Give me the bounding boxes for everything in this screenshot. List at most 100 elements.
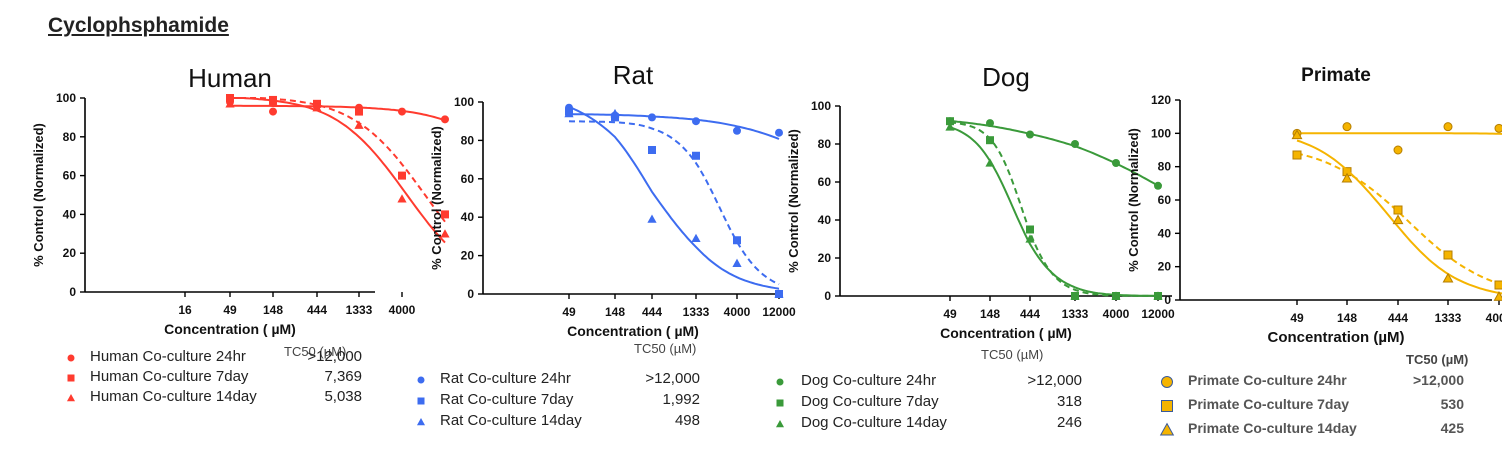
human-x-axis-label: Concentration ( µM) [164, 321, 296, 337]
dog-series-circle-curve [949, 119, 1159, 187]
dog-data-point [945, 122, 955, 131]
rat-legend-tc50-value: >12,000 [645, 370, 700, 387]
primate-x-tick-label: 148 [1337, 311, 1357, 325]
rat-chart: Rat 0 20 40 60 80 100 49 148 444 1333 4000 12000 Conc… [429, 60, 796, 339]
rat-x-tick-label: 148 [605, 305, 625, 319]
dog-data-point [1111, 291, 1121, 300]
dog-data-point [1026, 225, 1034, 234]
primate-y-axis-label: % Control (Normalized) [1126, 128, 1141, 272]
rat-data-point [692, 151, 700, 160]
rat-data-point [691, 233, 701, 242]
rat-data-point [648, 146, 656, 154]
human-legend-label: Human Co-culture 7day [90, 368, 249, 385]
dog-chart-title: Dog [982, 62, 1030, 92]
primate-x-tick-label: 49 [1290, 311, 1304, 325]
primate-data-point [1393, 205, 1403, 215]
rat-y-tick-label: 80 [461, 133, 475, 147]
legend-marker-circle [1161, 376, 1173, 388]
rat-x-tick-label: 444 [642, 305, 662, 319]
rat-series-triangle-curve [568, 105, 780, 290]
rat-y-tick-label: 20 [461, 249, 475, 263]
human-series-circle-curve [230, 104, 446, 122]
human-data-point [440, 210, 449, 219]
primate-y-tick-label: 20 [1158, 260, 1172, 274]
primate-chart: Primate 0 20 40 60 80 100 120 49 148 444 1333 4000 12… [1126, 65, 1502, 346]
rat-series-circle-curve [568, 113, 780, 140]
primate-x-tick-label: 4000 [1486, 311, 1502, 325]
rat-y-tick-label: 60 [461, 172, 475, 186]
dog-data-point [985, 158, 995, 167]
human-tc50-header: TC50 (µM) [284, 344, 347, 359]
primate-legend-marker [1159, 422, 1175, 436]
dog-legend-marker [776, 399, 784, 407]
rat-y-tick-label: 40 [461, 210, 475, 224]
dog-data-point [986, 119, 994, 128]
primate-data-point [1292, 150, 1302, 160]
primate-chart-title: Primate [1301, 65, 1371, 86]
dog-y-tick-label: 40 [818, 213, 832, 227]
human-x-tick-label: 1333 [346, 303, 373, 317]
legend-marker-triangle [66, 393, 76, 402]
dog-x-tick-label: 12000 [1141, 307, 1175, 321]
dog-x-tick-label: 4000 [1103, 307, 1130, 321]
dog-series-triangle-curve [949, 126, 1159, 297]
primate-legend-marker [1161, 376, 1173, 388]
dog-data-point [946, 117, 954, 126]
legend-marker-circle [417, 376, 425, 384]
dog-data-point [1026, 130, 1034, 139]
human-legend-label: Human Co-culture 24hr [90, 348, 246, 365]
rat-x-tick-label: 1333 [683, 305, 710, 319]
dog-y-tick-label: 0 [824, 289, 831, 303]
rat-y-tick-label: 100 [454, 95, 474, 109]
dog-data-point [1070, 291, 1080, 300]
human-legend-tc50-value: >12,000 [307, 348, 362, 365]
rat-data-point [648, 113, 656, 122]
human-chart: Human 0 20 40 60 80 100 16 49 148 444 1333 4000 Conce… [31, 63, 450, 337]
primate-data-point [1392, 214, 1404, 225]
legend-marker-square [776, 399, 784, 407]
rat-legend-tc50-value: 498 [674, 412, 700, 429]
rat-legend-tc50-value: 1,992 [662, 391, 700, 408]
dog-tc50-header: TC50 (µM) [981, 347, 1044, 362]
primate-y-tick-label: 40 [1158, 226, 1172, 240]
human-y-tick-label: 20 [63, 246, 77, 260]
human-data-point [268, 97, 278, 106]
human-y-tick-label: 40 [63, 207, 77, 221]
primate-data-point [1342, 122, 1352, 132]
primate-y-tick-label: 0 [1164, 293, 1171, 307]
primate-data-point [1442, 272, 1454, 283]
primate-series-square-curve [1296, 152, 1502, 286]
primate-data-point [1493, 291, 1502, 301]
rat-data-point [692, 117, 700, 126]
human-data-point [355, 107, 363, 116]
primate-legend-marker [1161, 400, 1173, 412]
dog-legend-tc50-value: >12,000 [1027, 372, 1082, 389]
human-legend-marker [67, 354, 75, 362]
human-series-square-curve [230, 97, 446, 223]
rat-data-point [775, 128, 783, 137]
primate-data-point [1494, 280, 1502, 290]
rat-x-tick-label: 4000 [724, 305, 751, 319]
legend-marker-triangle [1159, 422, 1175, 436]
human-legend-tc50-value: 5,038 [324, 388, 362, 405]
human-legend-marker [66, 393, 76, 402]
primate-y-tick-label: 120 [1151, 93, 1171, 107]
legend-marker-circle [776, 378, 784, 386]
human-x-tick-label: 49 [223, 303, 237, 317]
legend-marker-triangle [775, 419, 785, 428]
rat-data-point [647, 214, 657, 223]
human-legend-marker [67, 374, 75, 382]
rat-series-square-curve [568, 120, 780, 286]
primate-legend-tc50-value: >12,000 [1413, 372, 1464, 388]
dog-legend-tc50-value: 318 [1056, 393, 1082, 410]
primate-x-tick-label: 444 [1388, 311, 1408, 325]
human-x-tick-label: 4000 [389, 303, 416, 317]
dog-data-point [1153, 291, 1163, 300]
primate-series-triangle-curve [1296, 139, 1502, 295]
rat-legend-marker [416, 417, 426, 426]
human-y-axis-label: % Control (Normalized) [31, 123, 46, 267]
human-y-tick-label: 0 [69, 285, 76, 299]
dog-x-tick-label: 1333 [1062, 307, 1089, 321]
primate-data-point [1291, 129, 1303, 140]
primate-series-circle-curve [1297, 132, 1502, 135]
